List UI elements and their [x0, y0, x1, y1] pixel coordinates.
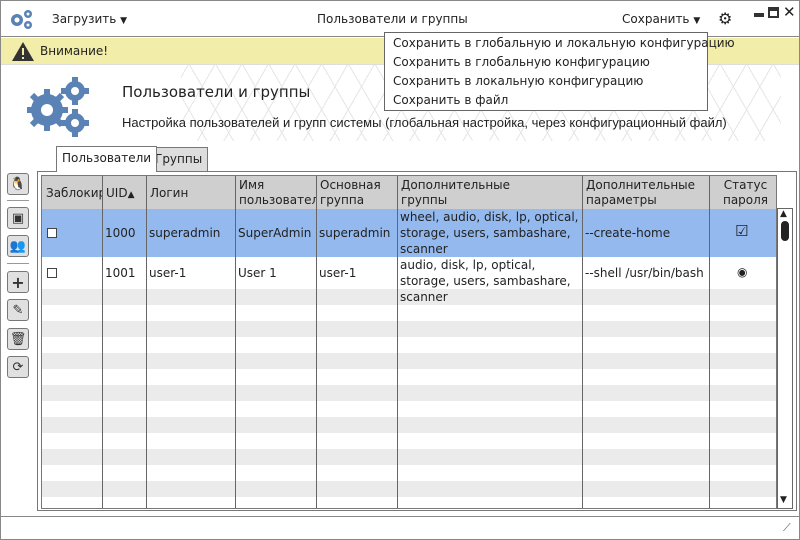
- chevron-down-icon: ▼: [693, 16, 701, 26]
- menu-item-save-global[interactable]: Сохранить в глобальную конфигурацию: [393, 55, 650, 69]
- header-password-status[interactable]: Статус пароля: [722, 178, 769, 207]
- warning-text: Внимание!: [40, 44, 109, 58]
- column-divider: [146, 176, 147, 508]
- table-frame: [37, 171, 797, 511]
- header-locked[interactable]: Заблокир: [46, 186, 102, 200]
- edit-button[interactable]: ✎: [7, 299, 29, 321]
- users-view-button[interactable]: ▣: [7, 207, 29, 229]
- scroll-down-icon[interactable]: ▼: [780, 495, 787, 505]
- toolbar-divider: [7, 263, 29, 264]
- edit-icon: ✎: [12, 302, 24, 318]
- vertical-scrollbar[interactable]: ▲ ▼: [777, 208, 793, 509]
- load-label: Загрузить: [52, 12, 117, 26]
- group-cell: user-1: [319, 266, 357, 280]
- warning-icon: [12, 42, 34, 61]
- refresh-button[interactable]: ⟳: [7, 356, 29, 378]
- tab-groups[interactable]: Группы: [149, 147, 209, 171]
- column-divider: [316, 176, 317, 508]
- empty-row: [42, 449, 776, 465]
- app-gears-icon: [11, 10, 32, 29]
- window-title: Пользователи и группы: [317, 12, 468, 26]
- name-cell: SuperAdmin: [238, 226, 312, 240]
- trash-icon: 🗑: [9, 331, 27, 347]
- page-subtitle: Настройка пользователей и групп системы …: [122, 115, 727, 130]
- status-bar-divider: [1, 516, 799, 517]
- scroll-up-icon[interactable]: ▲: [780, 209, 787, 219]
- header-uid-label: UID: [106, 186, 128, 200]
- column-divider: [235, 176, 236, 508]
- empty-row: [42, 305, 776, 321]
- password-radio-icon[interactable]: ◉: [737, 265, 748, 279]
- plus-icon: +: [11, 272, 25, 292]
- header-extra-groups[interactable]: Дополнительные группы: [401, 178, 511, 207]
- menu-item-save-local[interactable]: Сохранить в локальную конфигурацию: [393, 74, 644, 88]
- minimize-icon[interactable]: [754, 13, 764, 17]
- scrollbar-thumb[interactable]: [781, 221, 789, 241]
- empty-row: [42, 369, 776, 385]
- sort-asc-icon: ▲: [127, 190, 135, 200]
- load-menu-button[interactable]: Загрузить ▼: [52, 12, 127, 26]
- menu-item-save-file[interactable]: Сохранить в файл: [393, 93, 509, 107]
- close-icon[interactable]: ✕: [783, 3, 796, 21]
- tab-users[interactable]: Пользователи: [56, 146, 158, 172]
- header-params[interactable]: Дополнительные параметры: [586, 178, 696, 207]
- empty-row: [42, 385, 776, 401]
- toolbar-divider: [7, 200, 29, 201]
- group-icon: 👥: [9, 238, 27, 254]
- header-group[interactable]: Основная группа: [320, 178, 381, 207]
- refresh-icon: ⟳: [12, 359, 24, 375]
- name-cell: User 1: [238, 266, 277, 280]
- login-cell: user-1: [149, 266, 187, 280]
- column-divider: [102, 176, 103, 508]
- menu-item-save-global-local[interactable]: Сохранить в глобальную и локальную конфи…: [393, 36, 735, 50]
- password-checked-icon[interactable]: ☑: [735, 222, 749, 240]
- locked-checkbox[interactable]: [47, 268, 57, 278]
- params-cell: --create-home: [585, 226, 671, 240]
- users-gears-icon: [27, 77, 89, 137]
- uid-cell: 1000: [105, 226, 136, 240]
- empty-row: [42, 401, 776, 417]
- penguin-icon: 🐧: [9, 176, 27, 192]
- empty-row: [42, 433, 776, 449]
- header-uid[interactable]: UID▲: [103, 186, 134, 203]
- extra-groups-cell: audio, disk, lp, optical, storage, users…: [400, 258, 571, 304]
- linux-user-button[interactable]: 🐧: [7, 173, 29, 195]
- page-title: Пользователи и группы: [122, 83, 311, 101]
- save-label: Сохранить: [622, 12, 690, 26]
- login-cell: superadmin: [149, 226, 221, 240]
- uid-cell: 1001: [105, 266, 136, 280]
- empty-row: [42, 417, 776, 433]
- table-row[interactable]: 1001 user-1 User 1 user-1 audio, disk, l…: [42, 257, 776, 304]
- groups-view-button[interactable]: 👥: [7, 235, 29, 257]
- table-header: [42, 176, 776, 209]
- maximize-icon[interactable]: [768, 7, 779, 18]
- empty-row: [42, 497, 776, 508]
- save-dropdown-menu: Сохранить в глобальную и локальную конфи…: [384, 32, 735, 111]
- column-divider: [582, 176, 583, 508]
- resize-grip-icon[interactable]: ⟋: [783, 521, 791, 534]
- column-divider: [397, 176, 398, 508]
- add-button[interactable]: +: [7, 271, 29, 293]
- locked-checkbox[interactable]: [47, 228, 57, 238]
- params-cell: --shell /usr/bin/bash: [585, 266, 704, 280]
- header-login[interactable]: Логин: [150, 186, 189, 200]
- column-divider: [709, 176, 710, 508]
- settings-gear-icon[interactable]: ⚙: [718, 9, 733, 28]
- group-cell: superadmin: [319, 226, 391, 240]
- contact-book-icon: ▣: [11, 210, 25, 226]
- empty-row: [42, 353, 776, 369]
- delete-button[interactable]: 🗑: [7, 328, 29, 350]
- users-table: 1000 superadmin SuperAdmin superadmin wh…: [41, 175, 777, 509]
- table-row[interactable]: 1000 superadmin SuperAdmin superadmin wh…: [42, 209, 776, 257]
- empty-row: [42, 465, 776, 481]
- empty-row: [42, 337, 776, 353]
- chevron-down-icon: ▼: [120, 16, 128, 26]
- save-menu-button[interactable]: Сохранить ▼: [622, 12, 700, 26]
- empty-row: [42, 321, 776, 337]
- empty-row: [42, 289, 776, 305]
- extra-groups-cell: wheel, audio, disk, lp, optical, storage…: [400, 210, 579, 256]
- header-name[interactable]: Имя пользователя: [239, 178, 316, 207]
- empty-row: [42, 481, 776, 497]
